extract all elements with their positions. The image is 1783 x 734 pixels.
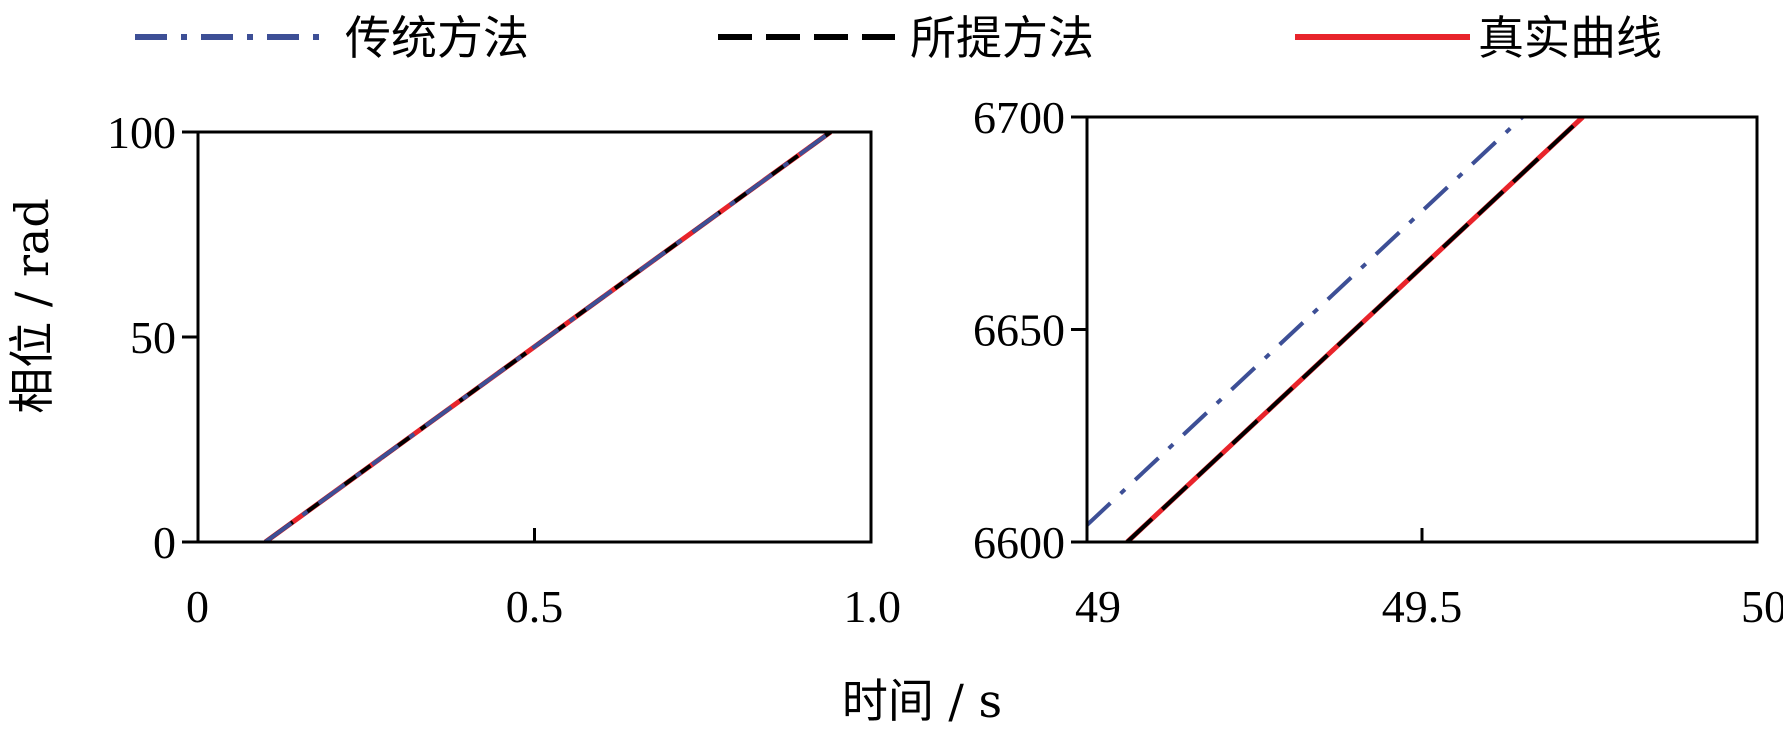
series-line-3	[264, 132, 832, 542]
x-tick-label: 0	[186, 581, 209, 632]
legend-label-3: 真实曲线	[1478, 11, 1662, 65]
x-tick-label: 49.5	[1382, 581, 1463, 632]
legend-label-2: 所提方法	[910, 11, 1094, 65]
y-tick-label: 6650	[973, 305, 1065, 356]
x-tick-label: 49	[1075, 581, 1121, 632]
legend: 传统方法 所提方法 真实曲线	[135, 11, 1662, 65]
y-axis-label: 相位 / rad	[5, 198, 59, 414]
plot-frame	[1085, 115, 1759, 544]
legend-label-1: 传统方法	[345, 11, 529, 65]
panel-1: 0 0.5 1.0 0 50 100	[107, 107, 901, 632]
y-tick-label: 6700	[973, 92, 1065, 143]
series-group	[1087, 117, 1585, 542]
x-tick-label: 0.5	[506, 581, 564, 632]
y-tick-label: 50	[130, 312, 176, 363]
y-tick-label: 6600	[973, 517, 1065, 568]
series-line-3	[1087, 117, 1524, 527]
chart-panels: 0 0.5 1.0 0 50 100 49 49.5 50 6600 6650 6700	[107, 92, 1783, 632]
series-group	[263, 132, 833, 542]
x-axis-label: 时间 / s	[842, 674, 1002, 728]
x-tick-label: 50	[1741, 581, 1783, 632]
y-tick-label: 0	[153, 517, 176, 568]
y-tick-label: 100	[107, 107, 176, 158]
panel-2: 49 49.5 50 6600 6650 6700	[973, 92, 1783, 632]
x-tick-label: 1.0	[844, 581, 902, 632]
series-line-2	[1125, 117, 1585, 542]
plot-frame	[196, 130, 873, 544]
